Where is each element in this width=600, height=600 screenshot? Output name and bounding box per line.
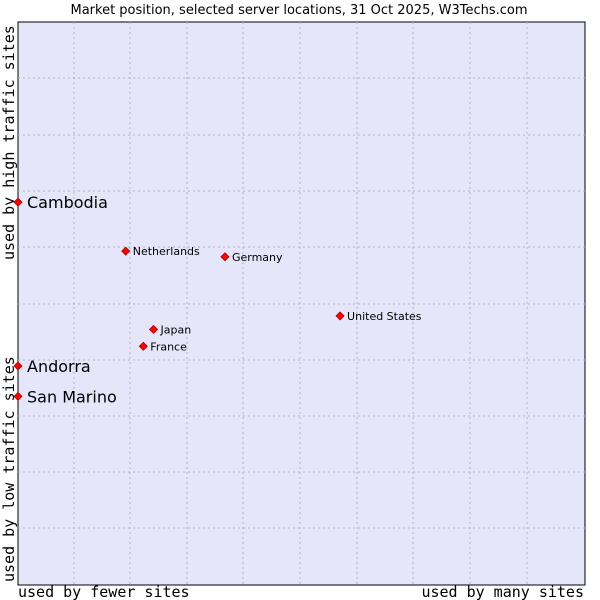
grid-lines	[18, 22, 585, 585]
point-label-cambodia: Cambodia	[27, 193, 108, 212]
point-marker-netherlands	[121, 246, 131, 256]
x-axis-label-right: used by many sites	[421, 583, 584, 600]
point-marker-andorra	[13, 361, 23, 371]
data-points: Cambodia Netherlands Germany United States J…	[13, 193, 422, 406]
point-label-united-states: United States	[347, 310, 422, 323]
y-axis-label-bottom: used by low traffic sites	[0, 356, 18, 582]
point-label-france: France	[150, 340, 187, 353]
x-axis-label-left: used by fewer sites	[18, 583, 190, 600]
point-label-japan: Japan	[160, 323, 192, 336]
chart-title: Market position, selected server locatio…	[70, 3, 527, 18]
point-marker-san-marino	[13, 391, 23, 401]
point-marker-united-states	[335, 311, 345, 321]
point-label-netherlands: Netherlands	[133, 245, 200, 258]
point-label-andorra: Andorra	[27, 357, 91, 376]
point-label-germany: Germany	[232, 251, 283, 264]
point-label-san-marino: San Marino	[27, 387, 117, 406]
plot-area	[17, 21, 586, 586]
y-axis-label-top: used by high traffic sites	[0, 25, 18, 260]
point-marker-japan	[148, 324, 159, 334]
point-marker-cambodia	[13, 197, 23, 207]
point-marker-germany	[220, 252, 230, 262]
point-marker-france	[138, 341, 148, 351]
